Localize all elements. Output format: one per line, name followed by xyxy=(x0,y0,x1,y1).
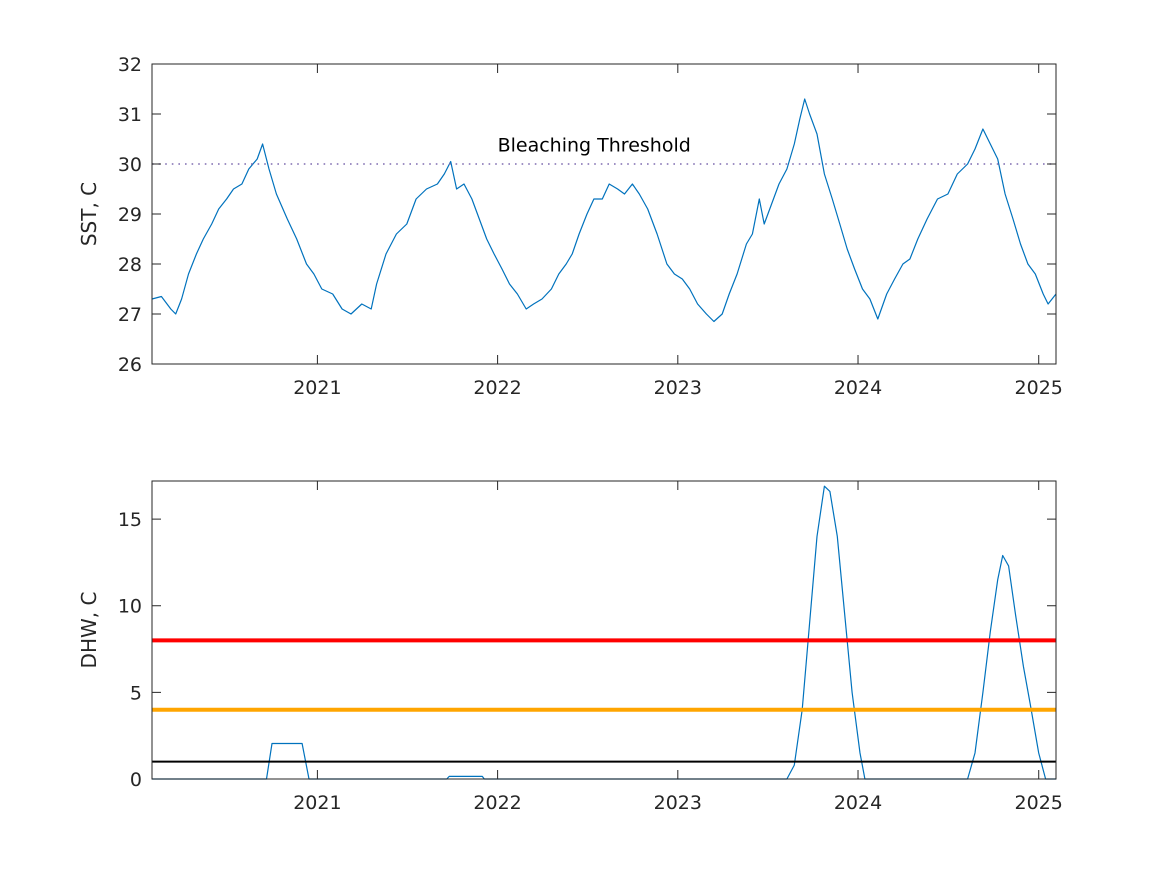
dhw-x-tick-label-2025: 2025 xyxy=(1015,792,1063,814)
sst-y-tick-label-31: 31 xyxy=(118,104,142,126)
dhw-x-tick-label-2023: 2023 xyxy=(654,792,702,814)
sst-y-tick-label-26: 26 xyxy=(118,354,142,376)
dhw-y-tick-label-10: 10 xyxy=(118,596,142,618)
sst-axes-box xyxy=(151,63,1057,365)
sst-data-line xyxy=(151,98,1057,323)
dhw-data-line xyxy=(152,485,1056,780)
dhw-panel: 2021 2022 2023 2024 2025 0 5 10 15 DHW, C xyxy=(77,480,1063,814)
sst-y-tick-label-32: 32 xyxy=(118,54,142,76)
dhw-x-tick-label-2024: 2024 xyxy=(834,792,882,814)
sst-y-tick-label-29: 29 xyxy=(118,204,142,226)
sst-ticks: 2021 2022 2023 2024 2025 26 27 28 29 30 31 32 xyxy=(118,54,1063,399)
dhw-y-tick-label-15: 15 xyxy=(118,509,142,531)
sst-x-tick-label-2021: 2021 xyxy=(293,377,341,399)
dhw-x-tick-label-2021: 2021 xyxy=(293,792,341,814)
dhw-y-tick-label-5: 5 xyxy=(130,682,142,704)
sst-y-axis-label: SST, C xyxy=(77,182,101,246)
dhw-series-layer xyxy=(152,485,1056,780)
sst-series-layer xyxy=(151,98,1057,323)
bleaching-threshold-annotation: Bleaching Threshold xyxy=(498,135,691,157)
dhw-y-tick-label-0: 0 xyxy=(130,769,142,791)
sst-y-tick-label-28: 28 xyxy=(118,254,142,276)
sst-x-tick-label-2022: 2022 xyxy=(473,377,521,399)
sst-y-tick-label-27: 27 xyxy=(118,304,142,326)
sst-y-tick-label-30: 30 xyxy=(118,154,142,176)
sst-x-tick-label-2025: 2025 xyxy=(1015,377,1063,399)
sst-x-tick-label-2023: 2023 xyxy=(654,377,702,399)
sst-panel: 2021 2022 2023 2024 2025 26 27 28 29 30 31 32 Bleac… xyxy=(77,54,1063,399)
sst-x-tick-label-2024: 2024 xyxy=(834,377,882,399)
dhw-y-axis-label: DHW, C xyxy=(77,592,101,669)
dhw-ticks: 2021 2022 2023 2024 2025 0 5 10 15 xyxy=(118,481,1063,814)
dhw-axes-box xyxy=(151,480,1057,780)
dhw-x-tick-label-2022: 2022 xyxy=(473,792,521,814)
